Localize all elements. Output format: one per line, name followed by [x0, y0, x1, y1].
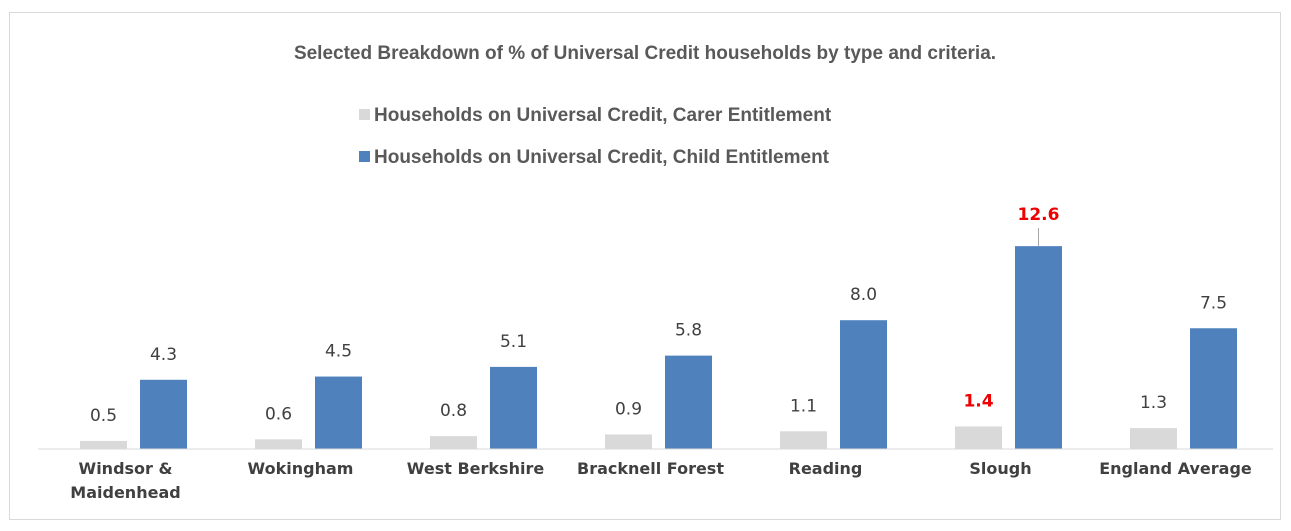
- bar-child-3: [665, 355, 712, 449]
- data-label-carer-6: 1.3: [1140, 393, 1167, 413]
- data-label-child-4: 8.0: [850, 285, 877, 305]
- bar-carer-5: [955, 426, 1002, 449]
- bar-child-1: [315, 376, 362, 449]
- data-label-carer-1: 0.6: [265, 404, 292, 424]
- data-label-child-2: 5.1: [500, 332, 527, 352]
- legend-swatch-carer: [359, 109, 370, 120]
- category-label-3: Bracknell Forest: [577, 459, 724, 478]
- data-label-carer-0: 0.5: [90, 406, 117, 426]
- bar-child-4: [840, 320, 887, 449]
- bar-child-6: [1190, 328, 1237, 449]
- bar-carer-0: [80, 440, 127, 449]
- category-label-5: Slough: [969, 459, 1031, 478]
- category-label-2: West Berkshire: [407, 459, 545, 478]
- bar-carer-6: [1130, 428, 1177, 449]
- legend: Households on Universal Credit, Carer En…: [359, 105, 832, 168]
- category-label-6: England Average: [1099, 459, 1252, 478]
- data-label-child-6: 7.5: [1200, 293, 1227, 313]
- data-label-child-0: 4.3: [150, 345, 177, 365]
- bar-carer-2: [430, 436, 477, 449]
- bar-carer-1: [255, 439, 302, 449]
- bar-carer-4: [780, 431, 827, 449]
- bar-child-5: [1015, 246, 1062, 449]
- category-label-1: Wokingham: [248, 459, 354, 478]
- chart-svg: Selected Breakdown of % of Universal Cre…: [38, 43, 1273, 502]
- data-label-child-3: 5.8: [675, 321, 702, 341]
- chart-title: Selected Breakdown of % of Universal Cre…: [294, 43, 996, 64]
- bar-child-0: [140, 379, 187, 449]
- legend-label-carer: Households on Universal Credit, Carer En…: [374, 105, 832, 126]
- legend-label-child: Households on Universal Credit, Child En…: [374, 147, 830, 168]
- chart-frame: Selected Breakdown of % of Universal Cre…: [9, 12, 1281, 520]
- data-label-child-5: 12.6: [1018, 205, 1060, 225]
- data-label-child-1: 4.5: [325, 342, 352, 362]
- category-label-0: Windsor & Maidenhead: [70, 459, 180, 502]
- data-label-carer-3: 0.9: [615, 400, 642, 420]
- legend-swatch-child: [359, 151, 370, 162]
- bar-carer-3: [605, 434, 652, 449]
- plot-area: 0.5 4.3 Windsor & Maidenhead 0.6 4.5 Wokingham…: [70, 205, 1252, 502]
- data-label-carer-4: 1.1: [790, 396, 817, 416]
- category-label-4: Reading: [789, 459, 863, 478]
- bar-child-2: [490, 366, 537, 449]
- data-label-carer-5: 1.4: [963, 391, 993, 411]
- data-label-carer-2: 0.8: [440, 401, 467, 421]
